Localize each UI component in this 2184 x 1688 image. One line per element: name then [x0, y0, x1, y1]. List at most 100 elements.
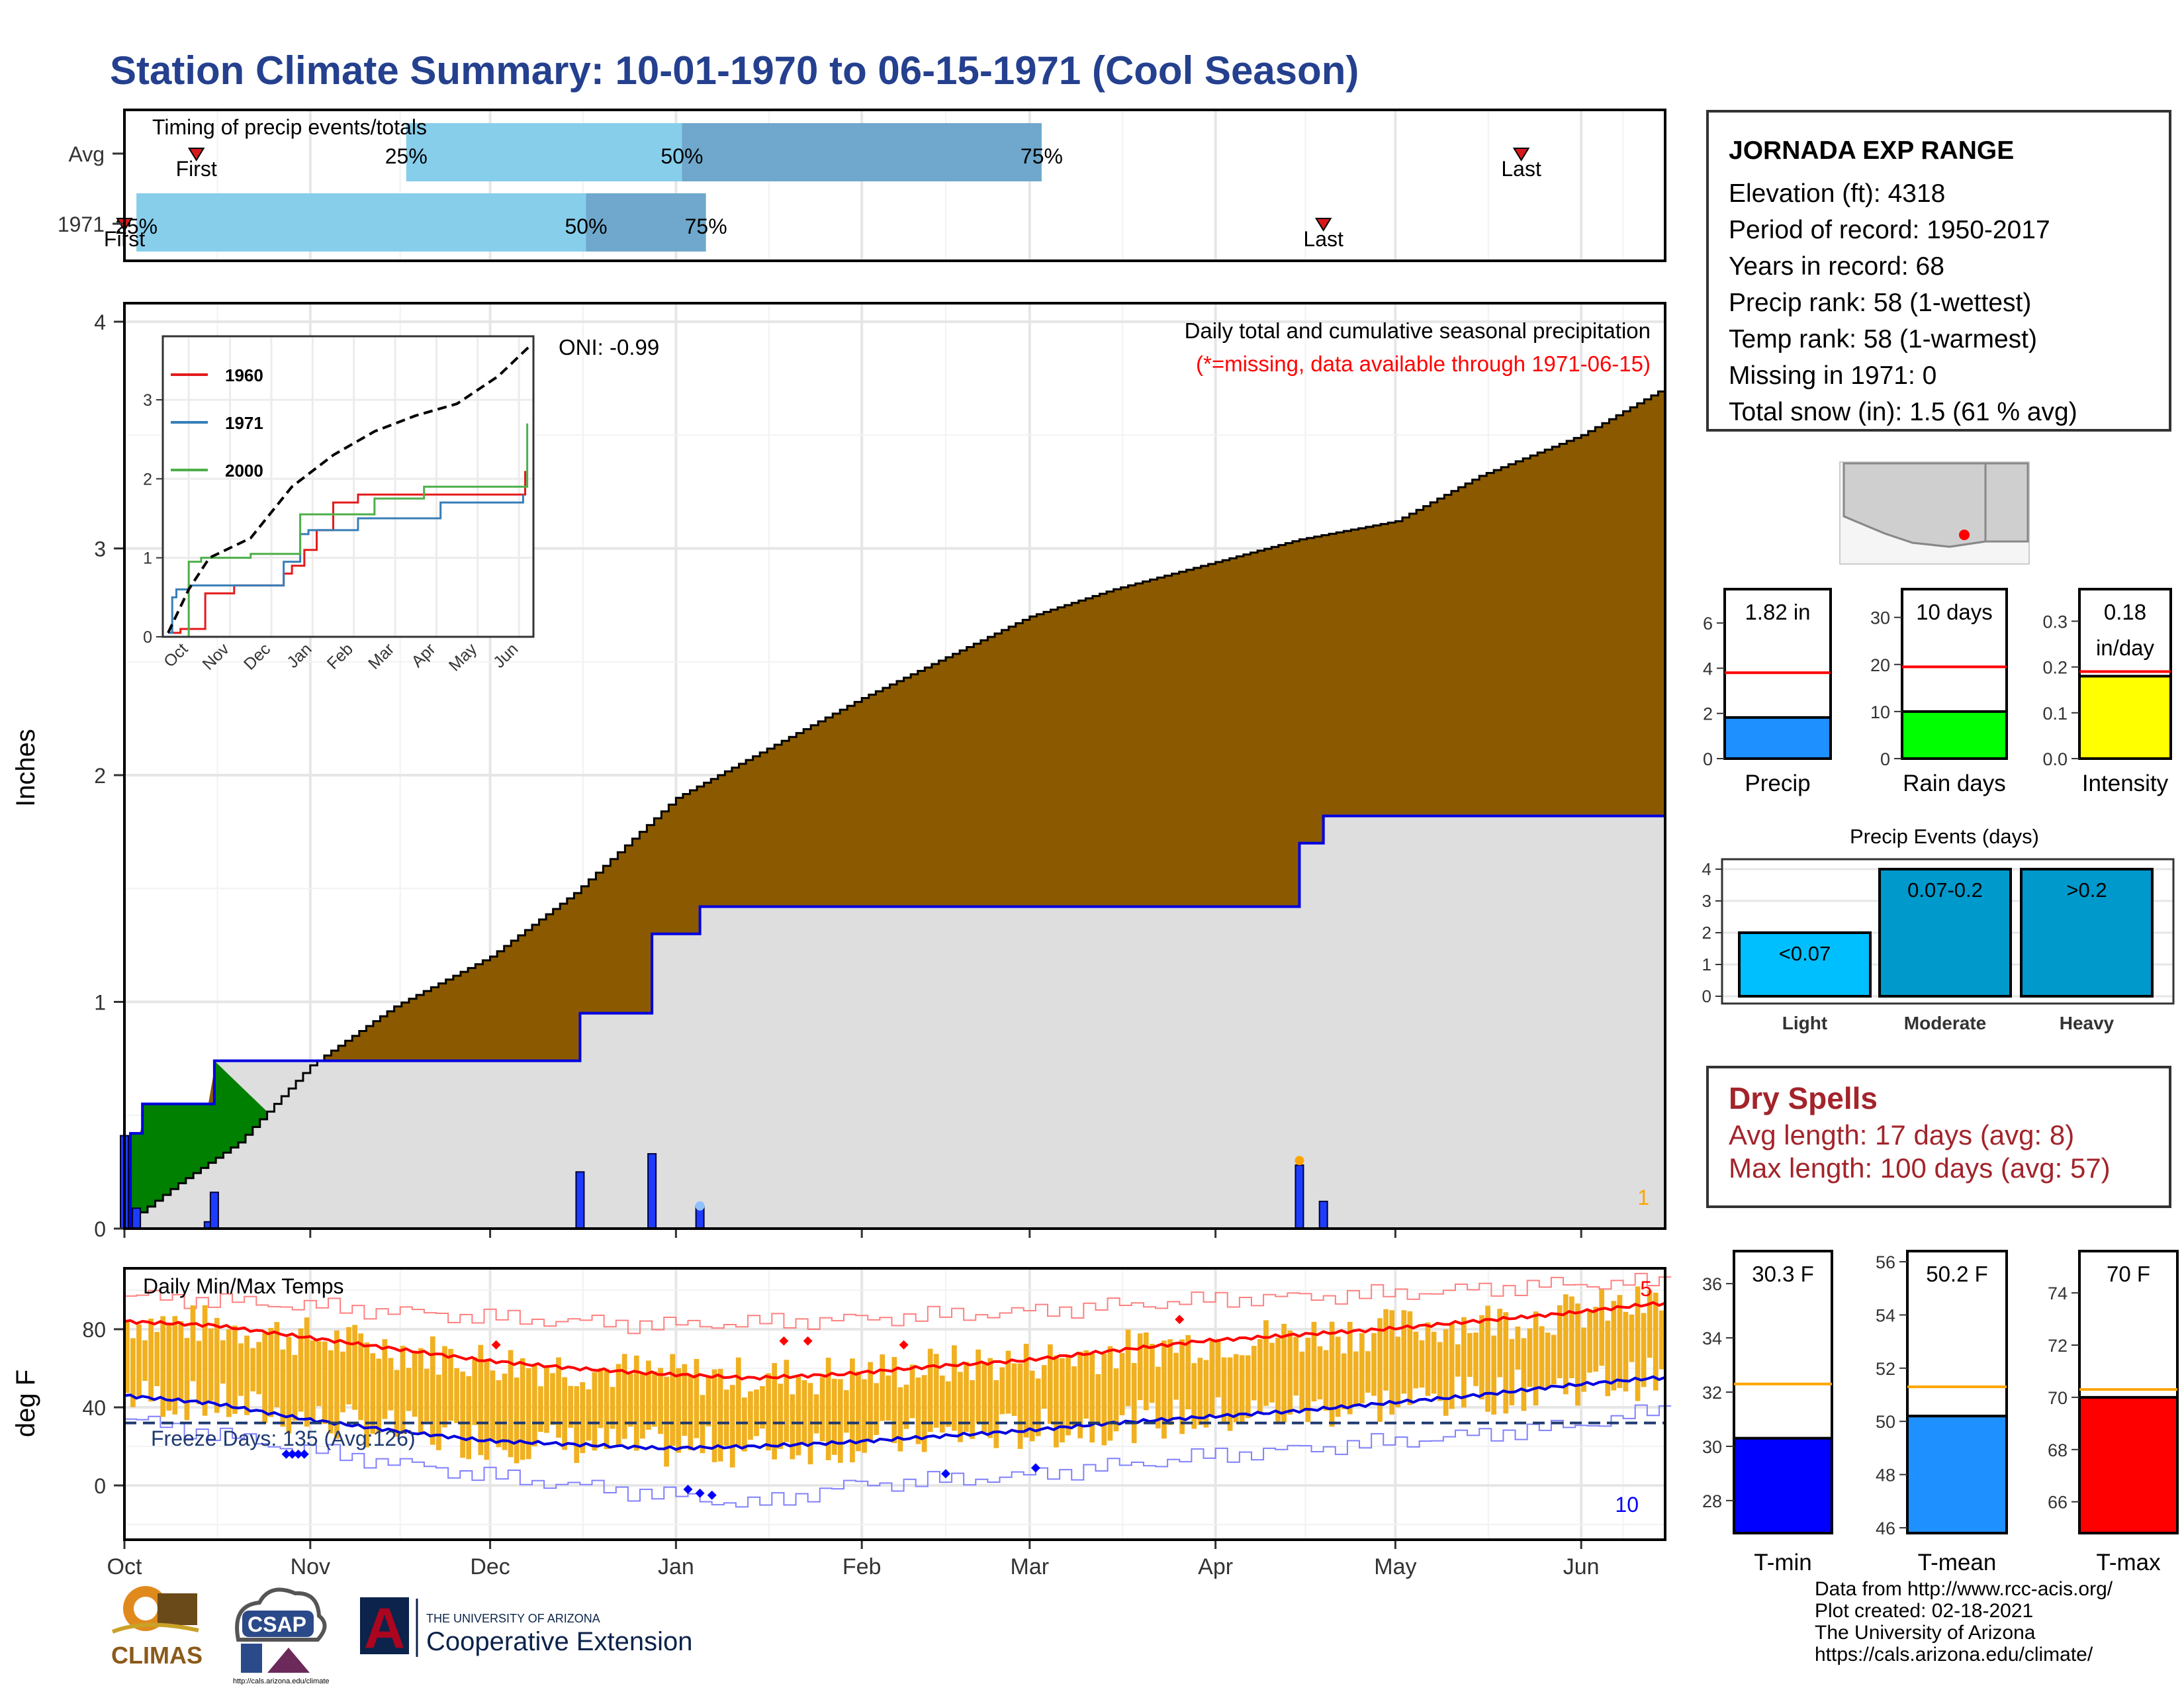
temp-chart-title: Daily Min/Max Temps — [143, 1274, 343, 1298]
inset-legend-label: 1960 — [225, 365, 263, 385]
temp-record-low-marker — [695, 1488, 705, 1498]
inset-ytick-label: 1 — [143, 549, 152, 568]
precip-ytick-label: 0 — [94, 1217, 106, 1241]
temp-daily-bar — [1425, 1322, 1431, 1396]
temp-freeze-label: Freeze Days: 135 (Avg:126) — [151, 1427, 416, 1450]
inset-ytick-label: 0 — [143, 628, 152, 647]
precip-oni-label: ONI: -0.99 — [559, 335, 659, 359]
temp-daily-bar — [466, 1376, 472, 1460]
temp-daily-bar — [1005, 1350, 1011, 1414]
temp-daily-bar — [430, 1336, 435, 1445]
temp-daily-bar — [1269, 1342, 1275, 1403]
precip-observed-area — [124, 816, 1665, 1229]
temp-summary-1-ytick-label: 54 — [1876, 1305, 1895, 1325]
temp-daily-bar — [1156, 1366, 1161, 1429]
temp-daily-bar — [130, 1338, 136, 1407]
locator-map-border — [1843, 515, 2028, 548]
temp-daily-bar — [1125, 1329, 1131, 1407]
temp-daily-bar — [1605, 1321, 1611, 1397]
university-of-arizona-logo: A THE UNIVERSITY OF ARIZONA Cooperative … — [360, 1597, 692, 1660]
temp-daily-bar — [370, 1353, 376, 1434]
temp-daily-bar — [1167, 1339, 1173, 1425]
temp-daily-bar — [1263, 1320, 1269, 1406]
temp-daily-bar — [1563, 1294, 1569, 1395]
temp-daily-bar — [1203, 1360, 1209, 1428]
temp-daily-bar — [1437, 1342, 1443, 1401]
temp-xtick-label: Dec — [470, 1554, 510, 1579]
station-snow: Total snow (in): 1.5 (61 % avg) — [1729, 398, 2077, 426]
temp-ytick-label: 80 — [82, 1318, 106, 1342]
temp-daily-bar — [1215, 1338, 1221, 1397]
temp-daily-bar — [1095, 1374, 1101, 1425]
temp-ylabel: deg F — [11, 1370, 40, 1437]
events-title: Precip Events (days) — [1850, 825, 2039, 848]
temp-daily-bar — [424, 1368, 430, 1422]
inset-ytick-label: 3 — [143, 391, 152, 410]
temp-daily-bar — [1365, 1351, 1371, 1393]
temp-daily-bar — [1221, 1357, 1227, 1423]
station-precip-rank: Precip rank: 58 (1-wettest) — [1729, 289, 2032, 317]
timing-bar-q50-q75 — [682, 123, 1042, 181]
temp-daily-bar — [927, 1348, 933, 1432]
credit-data-source: Data from http://www.rcc-acis.org/ — [1815, 1578, 2113, 1600]
temp-daily-bar — [490, 1370, 496, 1442]
temp-daily-bar — [903, 1384, 909, 1429]
logo-strip: CLIMAS CSAP http://cals.arizona.edu/clim… — [111, 1586, 692, 1685]
temp-daily-bar — [1497, 1309, 1503, 1378]
temp-xtick-label: Mar — [1011, 1554, 1050, 1579]
temp-daily-bar — [784, 1360, 790, 1442]
temp-daily-bar — [1479, 1315, 1484, 1400]
inset-series-2000 — [168, 423, 529, 638]
locator-map-station-dot — [1959, 530, 1970, 540]
ua-logo-small-text: THE UNIVERSITY OF ARIZONA — [426, 1612, 600, 1625]
timing-row-label: Avg — [68, 142, 105, 166]
temp-daily-bar — [694, 1358, 700, 1438]
events-bar-moderate — [1878, 868, 2012, 998]
temp-ytick-label: 0 — [94, 1474, 106, 1498]
temp-daily-bar — [1413, 1331, 1419, 1389]
precip-missing-marker — [1295, 1156, 1304, 1166]
credit-university: The University of Arizona — [1815, 1622, 2036, 1644]
precip-panel-frame — [123, 302, 1666, 1230]
temp-daily-bar — [1341, 1353, 1347, 1409]
events-frame — [1721, 858, 2175, 1005]
temp-daily-bar — [796, 1376, 801, 1456]
station-info-box: JORNADA EXP RANGE Elevation (ft): 4318 P… — [1706, 110, 2171, 432]
dry-spells-max: Max length: 100 days (avg: 57) — [1729, 1152, 2111, 1184]
climas-logo: CLIMAS — [111, 1586, 203, 1669]
precip-chart-subtitle: (*=missing, data available through 1971-… — [1196, 352, 1651, 376]
temp-daily-bar — [1323, 1350, 1329, 1411]
temp-daily-bar — [1071, 1366, 1077, 1426]
precip-summary-1-ytick-label: 20 — [1870, 655, 1890, 675]
temp-daily-bar — [1473, 1333, 1479, 1386]
precip-ylabel: Inches — [11, 729, 40, 807]
timing-bar-q25-q50 — [136, 193, 586, 252]
events-category-label: Heavy — [2060, 1013, 2115, 1033]
temp-daily-bar — [544, 1368, 549, 1433]
temp-daily-bar — [448, 1348, 453, 1421]
temp-daily-bar — [1233, 1354, 1239, 1423]
temp-daily-bar — [472, 1357, 478, 1425]
temp-daily-bar — [652, 1371, 657, 1427]
temp-record-low-marker — [287, 1449, 297, 1459]
temp-daily-bar — [1054, 1355, 1059, 1448]
temp-daily-bar — [933, 1354, 939, 1428]
temp-daily-bar — [825, 1358, 831, 1460]
dry-spells-title: Dry Spells — [1729, 1081, 1878, 1115]
temp-daily-bar — [1119, 1352, 1125, 1415]
temp-daily-bar — [958, 1372, 963, 1442]
temp-daily-bar — [1359, 1333, 1365, 1404]
station-name: JORNADA EXP RANGE — [1729, 136, 2015, 165]
credits: Data from http://www.rcc-acis.org/ Plot … — [1815, 1578, 2113, 1665]
temp-daily-bar — [705, 1377, 711, 1427]
events-bar-label: >0.2 — [2066, 878, 2107, 902]
temp-daily-bar — [1329, 1321, 1335, 1427]
timing-first-label: First — [176, 157, 217, 181]
temp-xtick-label: Feb — [842, 1554, 882, 1579]
temp-daily-bar — [1383, 1309, 1388, 1391]
precip-chart-title: Daily total and cumulative seasonal prec… — [1185, 318, 1651, 343]
temp-daily-bar — [1611, 1301, 1617, 1391]
inset-frame — [161, 335, 535, 638]
temp-daily-bar — [1593, 1307, 1598, 1372]
precip-deficit-area — [124, 387, 1665, 1229]
